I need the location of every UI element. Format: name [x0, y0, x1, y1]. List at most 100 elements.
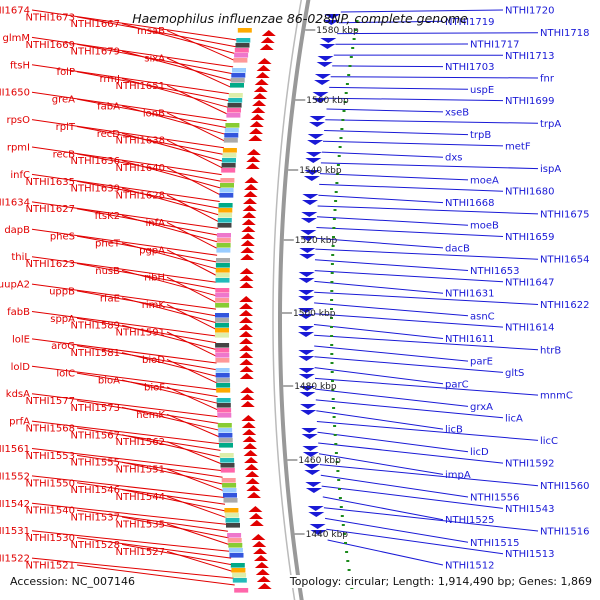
gene-label-greA: greA [52, 95, 75, 106]
gene-label-NTHI1567: NTHI1567 [70, 430, 120, 441]
gene-label-NTHI1654: NTHI1654 [540, 255, 590, 266]
gene-label-kdsA: kdsA [6, 389, 30, 400]
gene-label-licD: licD [470, 447, 489, 458]
gene-label-NTHI1591: NTHI1591 [115, 328, 165, 339]
accession-label: Accession: NC_007146 [8, 575, 138, 588]
gene-label-NTHI1718: NTHI1718 [540, 28, 590, 39]
gene-label-licB: licB [445, 425, 463, 436]
gene-label-lonB: lonB [143, 108, 165, 119]
gene-label-NTHI1634: NTHI1634 [0, 197, 30, 208]
gene-label-NTHI1562: NTHI1562 [115, 437, 165, 448]
gene-label-NTHI1577: NTHI1577 [25, 396, 75, 407]
gene-label-NTHI1556: NTHI1556 [470, 493, 520, 504]
gene-label-NTHI1717: NTHI1717 [470, 40, 520, 51]
gene-label-NTHI1537: NTHI1537 [70, 513, 120, 524]
gene-label-bioD: bioD [142, 355, 165, 366]
gene-label-NTHI1568: NTHI1568 [25, 424, 75, 435]
gene-label-NTHI1659: NTHI1659 [505, 232, 555, 243]
gene-label-NTHI1551: NTHI1551 [115, 465, 165, 476]
gene-label-NTHI1653: NTHI1653 [470, 266, 520, 277]
gene-label-moeA: moeA [470, 175, 499, 186]
gene-label-lolD: lolD [11, 362, 31, 373]
gene-label-fnr: fnr [540, 74, 555, 85]
gene-label-NTHI1530: NTHI1530 [25, 533, 75, 544]
gene-label-NTHI1680: NTHI1680 [505, 187, 555, 198]
gene-label-infA: infA [146, 218, 166, 229]
gene-label-trpA: trpA [540, 119, 561, 130]
gene-label-NTHI1552: NTHI1552 [0, 471, 30, 482]
gene-label-pheT: pheT [95, 239, 121, 250]
gene-label-NTHI1679: NTHI1679 [70, 47, 120, 58]
gene-label-NTHI1647: NTHI1647 [505, 277, 555, 288]
gene-label-rplT: rplT [56, 122, 76, 133]
gene-label-NTHI1521: NTHI1521 [25, 561, 75, 572]
gene-label-rrmJ: rrmJ [99, 74, 120, 85]
gene-label-NTHI1546: NTHI1546 [70, 485, 120, 496]
gene-label-NTHI1527: NTHI1527 [115, 547, 165, 558]
gene-label-NTHI1623: NTHI1623 [25, 259, 75, 270]
gene-label-NTHI1667: NTHI1667 [70, 19, 120, 30]
gene-label-NTHI1573: NTHI1573 [70, 403, 120, 414]
gene-label-NTHI1525: NTHI1525 [445, 515, 495, 526]
kbp-tick-marks: 1580 kbp 1560 kbp 1540 kbp 1520 kbp 1500 kbp… [282, 26, 359, 540]
gene-label-aroG: aroG [51, 341, 75, 352]
gene-label-licC: licC [540, 436, 558, 447]
gene-label-bioA: bioA [98, 376, 120, 387]
gene-label-NTHI1699: NTHI1699 [505, 96, 555, 107]
gene-label-NTHI1513: NTHI1513 [505, 549, 555, 560]
gene-label-moeB: moeB [470, 221, 499, 232]
gene-label-folP: folP [57, 67, 75, 78]
gene-label-NTHI1561: NTHI1561 [0, 444, 30, 455]
gene-label-NTHI1651: NTHI1651 [115, 81, 165, 92]
map-title: Haemophilus influenzae 86-028NP, complet… [132, 11, 468, 26]
left-gene-labels: NTHI1674NTHI1673NTHI1667 msaB glmMNTHI1669… [0, 6, 165, 572]
gene-label-nusB: nusB [95, 266, 120, 277]
tick-label-0: 1580 kbp [316, 26, 359, 36]
gene-label-NTHI1516: NTHI1516 [540, 527, 590, 538]
gene-label-pheS: pheS [50, 232, 75, 243]
gene-label-glmM: glmM [3, 33, 31, 44]
gene-label-recB: recB [53, 149, 76, 160]
tick-label-6: 1460 kbp [298, 456, 341, 466]
gene-label-NTHI1669: NTHI1669 [25, 40, 75, 51]
gene-label-msaB: msaB [137, 26, 165, 37]
feature-tracks [215, 14, 359, 593]
gene-label-NTHI1635: NTHI1635 [25, 177, 75, 188]
gene-label-parC: parC [445, 379, 469, 390]
gene-label-NTHI1638: NTHI1638 [115, 136, 165, 147]
gene-label-parE: parE [470, 357, 493, 368]
gene-label-NTHI1675: NTHI1675 [540, 209, 590, 220]
gene-label-thiL: thiL [11, 252, 30, 263]
gene-label-metF: metF [505, 141, 531, 152]
left-leader-lines [31, 9, 237, 586]
gene-label-grxA: grxA [470, 402, 493, 413]
gene-label-NTHI1668: NTHI1668 [445, 198, 495, 209]
tick-label-4: 1500 kbp [293, 309, 336, 319]
gene-label-ispA: ispA [540, 164, 561, 175]
genome-backbone-inner [272, 0, 303, 600]
gene-label-NTHI1713: NTHI1713 [505, 51, 555, 62]
tick-label-7: 1440 kbp [306, 530, 349, 540]
gene-label-NTHI1674: NTHI1674 [0, 6, 30, 17]
tick-label-2: 1540 kbp [299, 166, 342, 176]
gene-label-NTHI1627: NTHI1627 [25, 204, 75, 215]
gene-label-mnmC: mnmC [540, 391, 573, 402]
genome-backbone [277, 0, 311, 600]
gene-label-NTHI1628: NTHI1628 [115, 191, 165, 202]
gene-label-NTHI1650: NTHI1650 [0, 88, 30, 99]
gene-label-rfaE: rfaE [100, 293, 120, 304]
gene-label-NTHI1553: NTHI1553 [25, 451, 75, 462]
gene-label-uppB: uppB [49, 286, 75, 297]
gene-label-NTHI1550: NTHI1550 [25, 478, 75, 489]
gene-label-dapB: dapB [4, 225, 30, 236]
gene-label-NTHI1544: NTHI1544 [115, 492, 165, 503]
gene-label-NTHI1555: NTHI1555 [70, 458, 120, 469]
gene-label-NTHI1703: NTHI1703 [445, 62, 495, 73]
gene-label-NTHI1636: NTHI1636 [70, 156, 120, 167]
gene-label-asnC: asnC [470, 311, 495, 322]
gene-label-hemK: hemK [136, 410, 165, 421]
gene-label-NTHI1611: NTHI1611 [445, 334, 495, 345]
gene-label-ftsH: ftsH [10, 60, 30, 71]
